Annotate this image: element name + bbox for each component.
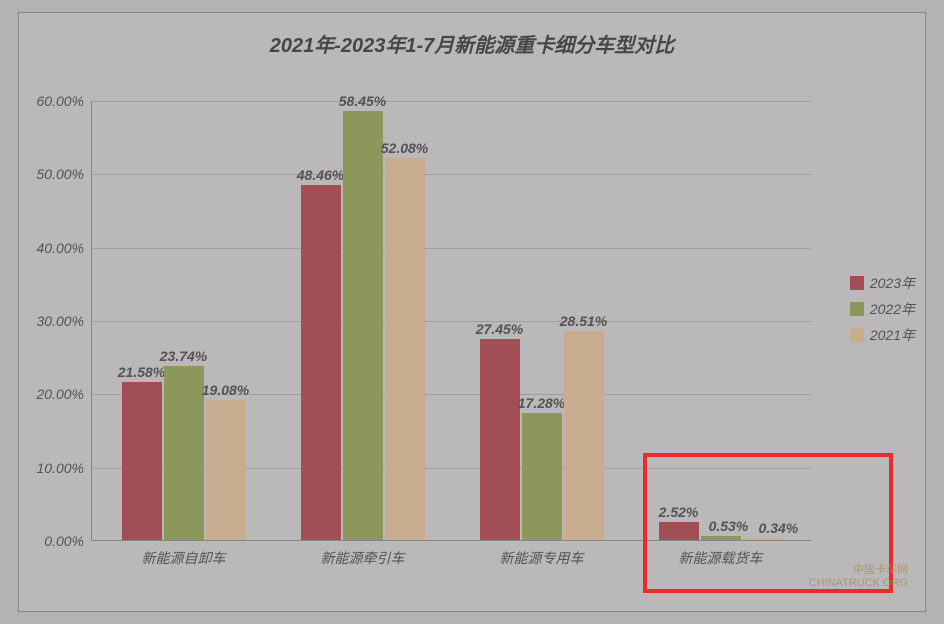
legend-swatch — [850, 276, 864, 290]
bar-value-label: 23.74% — [160, 348, 207, 366]
bar: 27.45% — [480, 339, 520, 540]
legend-item: 2023年 — [850, 273, 915, 293]
ytick-label: 30.00% — [37, 313, 92, 329]
bar-value-label: 48.46% — [297, 167, 344, 185]
legend-label: 2021年 — [870, 325, 915, 345]
bar-value-label: 58.45% — [339, 93, 386, 111]
bar: 17.28% — [522, 413, 562, 540]
chart-title: 2021年-2023年1-7月新能源重卡细分车型对比 — [19, 13, 925, 58]
legend-label: 2022年 — [870, 299, 915, 319]
legend-item: 2022年 — [850, 299, 915, 319]
bar-value-label: 19.08% — [202, 382, 249, 400]
bar: 21.58% — [122, 382, 162, 540]
bar-value-label: 27.45% — [476, 321, 523, 339]
gridline — [92, 321, 811, 322]
bar-value-label: 21.58% — [118, 364, 165, 382]
bar-value-label: 28.51% — [560, 313, 607, 331]
gridline — [92, 248, 811, 249]
legend-swatch — [850, 302, 864, 316]
legend-swatch — [850, 328, 864, 342]
ytick-label: 0.00% — [44, 533, 92, 549]
bar: 19.08% — [206, 400, 246, 540]
xtick-label: 新能源牵引车 — [321, 540, 405, 568]
ytick-label: 10.00% — [37, 460, 92, 476]
legend-item: 2021年 — [850, 325, 915, 345]
bar: 23.74% — [164, 366, 204, 540]
gridline — [92, 101, 811, 102]
legend: 2023年 2022年 2021年 — [850, 273, 915, 351]
bar: 28.51% — [564, 331, 604, 540]
ytick-label: 50.00% — [37, 166, 92, 182]
bar: 52.08% — [385, 158, 425, 540]
highlight-box — [643, 453, 893, 593]
gridline — [92, 174, 811, 175]
ytick-label: 60.00% — [37, 93, 92, 109]
legend-label: 2023年 — [870, 273, 915, 293]
ytick-label: 20.00% — [37, 386, 92, 402]
bar-value-label: 17.28% — [518, 395, 565, 413]
xtick-label: 新能源自卸车 — [142, 540, 226, 568]
bar: 58.45% — [343, 111, 383, 540]
xtick-label: 新能源专用车 — [500, 540, 584, 568]
chart-container: 2021年-2023年1-7月新能源重卡细分车型对比 0.00% 10.00% 20… — [18, 12, 926, 612]
bar: 48.46% — [301, 185, 341, 540]
ytick-label: 40.00% — [37, 240, 92, 256]
bar-value-label: 52.08% — [381, 140, 428, 158]
